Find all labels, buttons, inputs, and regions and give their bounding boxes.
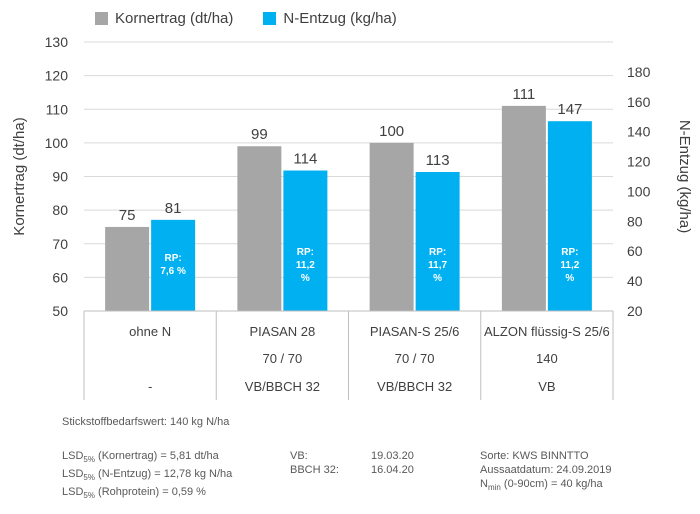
notes-dates-labels: VB: BBCH 32: xyxy=(290,449,339,477)
x-tick-sublabel: VB/BBCH 32 xyxy=(377,379,452,394)
bar-kornertrag xyxy=(369,142,414,311)
x-tick-label: ALZON flüssig-S 25/6 xyxy=(484,324,610,339)
note-vb-date: 19.03.20 xyxy=(371,450,414,462)
y-tick-label-right: 80 xyxy=(627,213,643,229)
x-tick-label: PIASAN-S 25/6 xyxy=(370,324,460,339)
y-tick-label-left: 60 xyxy=(52,269,68,285)
data-label-n-entzug: 113 xyxy=(426,152,450,169)
bar-n-entzug xyxy=(547,121,592,311)
legend-label-n-entzug: N-Entzug (kg/ha) xyxy=(283,10,397,27)
note-bbch-label: BBCH 32: xyxy=(290,464,339,476)
data-label-kornertrag: 99 xyxy=(251,126,268,143)
legend-label-kornertrag: Kornertrag (dt/ha) xyxy=(115,10,234,27)
data-label-n-entzug: 81 xyxy=(165,200,182,217)
rp-label: RP: xyxy=(561,247,578,258)
chart-svg: 50 60 70 80 90 100 110 120 130 20 40 60 80 100 120 140 1… xyxy=(11,34,693,400)
nmin-sub: min xyxy=(487,483,501,493)
rp-label: 11,2 xyxy=(296,260,315,271)
y-tick-label-right: 100 xyxy=(627,183,651,199)
bar-n-entzug xyxy=(415,172,460,311)
x-tick-sublabel: 140 xyxy=(536,351,558,366)
rp-label: RP: xyxy=(429,247,446,258)
bar-kornertrag xyxy=(501,105,546,311)
note-lsd-rohprotein: LSD5% (Rohprotein) = 0,59 % xyxy=(62,486,206,501)
y-axis-title-left: Kornertrag (dt/ha) xyxy=(11,117,28,235)
note-stickstoff-text: Stickstoffbedarfswert: 140 kg N/ha xyxy=(62,416,230,428)
legend-swatch-grey xyxy=(95,12,108,25)
notes-dates-values: 19.03.20 16.04.20 xyxy=(371,449,414,477)
data-label-kornertrag: 75 xyxy=(119,207,136,224)
x-tick-label: ohne N xyxy=(129,324,171,339)
legend: Kornertrag (dt/ha) N-Entzug (kg/ha) xyxy=(95,10,397,27)
lsd-sub: 5% xyxy=(83,491,95,501)
y-tick-label-right: 140 xyxy=(627,124,651,140)
lsd2-text: (N-Entzug) = 12,78 kg N/ha xyxy=(94,468,233,481)
note-lsd-n-entzug: LSD5% (N-Entzug) = 12,78 kg N/ha xyxy=(62,468,233,483)
y-tick-label-right: 120 xyxy=(627,154,651,170)
y-axis-title-right: N-Entzug (kg/ha) xyxy=(676,120,693,233)
legend-item-kornertrag: Kornertrag (dt/ha) xyxy=(95,10,233,27)
lsd-sub: 5% xyxy=(83,473,95,483)
x-tick-label: PIASAN 28 xyxy=(249,324,315,339)
note-aussaat: Aussaatdatum: 24.09.2019 xyxy=(480,464,612,476)
note-stickstoff: Stickstoffbedarfswert: 140 kg N/ha xyxy=(62,415,229,429)
y-tick-label-right: 20 xyxy=(627,303,643,319)
rp-label: RP: xyxy=(165,253,182,264)
rp-label: % xyxy=(433,273,442,284)
rp-label: 11,7 xyxy=(428,260,447,271)
x-tick-sublabel: VB xyxy=(538,379,555,394)
bar-kornertrag xyxy=(237,146,282,311)
x-tick-sublabel: 70 / 70 xyxy=(395,351,435,366)
legend-item-n-entzug: N-Entzug (kg/ha) xyxy=(263,10,397,27)
bar-n-entzug xyxy=(151,219,196,311)
legend-swatch-blue xyxy=(263,12,277,25)
y-tick-label-right: 40 xyxy=(627,273,643,289)
note-bbch-date: 16.04.20 xyxy=(371,464,414,476)
nmin-text: (0-90cm) = 40 kg/ha xyxy=(500,478,603,490)
note-nmin: Nmin (0-90cm) = 40 kg/ha xyxy=(480,478,603,493)
y-tick-label-left: 120 xyxy=(45,68,69,84)
rp-label: 7,6 % xyxy=(160,266,186,277)
y-tick-label-right: 60 xyxy=(627,243,643,259)
data-label-kornertrag: 111 xyxy=(512,86,535,103)
data-label-kornertrag: 100 xyxy=(379,123,404,140)
lsd1-text: (Kornertrag) = 5,81 dt/ha xyxy=(94,450,219,462)
lsd3-text: (Rohprotein) = 0,59 % xyxy=(94,486,206,499)
y-tick-label-right: 160 xyxy=(627,94,651,110)
rp-label: % xyxy=(565,273,574,284)
y-tick-label-left: 80 xyxy=(52,202,68,218)
data-label-n-entzug: 114 xyxy=(293,151,317,168)
y-tick-label-left: 110 xyxy=(46,101,69,117)
rp-label: 11,2 xyxy=(560,260,579,271)
x-tick-sublabel: - xyxy=(148,379,152,394)
y-tick-label-right: 180 xyxy=(627,64,651,80)
y-tick-label-left: 130 xyxy=(45,34,69,50)
y-tick-label-left: 50 xyxy=(52,303,68,319)
note-sorte: Sorte: KWS BINNTTO xyxy=(480,450,589,462)
bar-kornertrag xyxy=(105,226,150,311)
y-tick-label-left: 70 xyxy=(52,236,68,252)
y-tick-label-left: 100 xyxy=(45,135,69,151)
rp-label: RP: xyxy=(297,247,314,258)
x-tick-sublabel: VB/BBCH 32 xyxy=(245,379,320,394)
lsd-sub: 5% xyxy=(83,455,95,465)
data-label-n-entzug: 147 xyxy=(557,101,582,118)
bar-n-entzug xyxy=(283,170,328,311)
x-tick-sublabel: 70 / 70 xyxy=(262,351,302,366)
rp-label: % xyxy=(301,273,310,284)
note-vb-label: VB: xyxy=(290,450,308,462)
notes-sorte: Sorte: KWS BINNTTO Aussaatdatum: 24.09.2… xyxy=(480,449,611,495)
note-lsd-kornertrag: LSD5% (Kornertrag) = 5,81 dt/ha xyxy=(62,450,219,465)
y-tick-label-left: 90 xyxy=(52,169,68,185)
notes-lsd: LSD5% (Kornertrag) = 5,81 dt/ha LSD5% (N… xyxy=(62,449,232,504)
